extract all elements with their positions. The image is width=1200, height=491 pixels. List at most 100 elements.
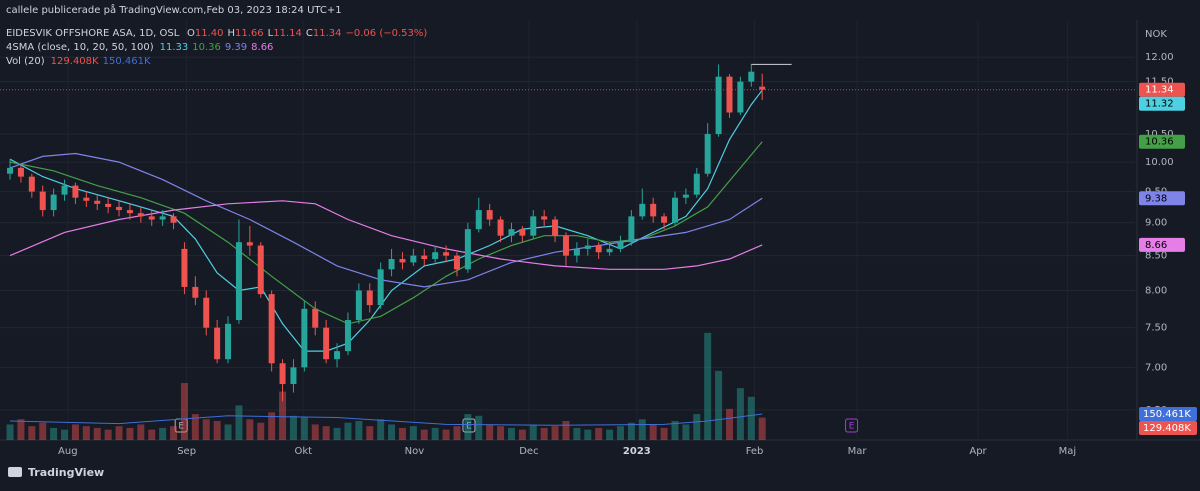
- volume-tag: [1139, 407, 1197, 421]
- candle-body: [344, 320, 351, 352]
- volume-bar: [148, 429, 156, 440]
- candle-body: [72, 185, 79, 198]
- volume-bar: [279, 391, 287, 440]
- x-tick-label: Maj: [1059, 446, 1077, 457]
- volume-bar: [682, 424, 690, 440]
- y-tick-label: 10.00: [1145, 157, 1174, 168]
- ohlc-value: 11.40: [195, 28, 224, 39]
- candle-body: [421, 255, 428, 260]
- volume-bar: [246, 419, 254, 440]
- volume-bar: [638, 419, 646, 440]
- volume-bar: [420, 429, 428, 440]
- volume-bar: [104, 429, 112, 440]
- candle-body: [7, 167, 14, 174]
- volume-bar: [540, 427, 548, 440]
- volume-bar: [606, 429, 614, 440]
- candle-body: [464, 229, 471, 270]
- symbol-legend: EIDESVIK OFFSHORE ASA, 1D, OSL O11.40 H11.…: [6, 28, 427, 39]
- volume-bar: [39, 422, 47, 440]
- volume-bar: [518, 429, 526, 440]
- ohlc-value: 11.66: [235, 28, 264, 39]
- volume-legend: Vol (20) 129.408K 150.461K: [6, 56, 151, 67]
- candle-body: [628, 216, 635, 243]
- symbol-title: EIDESVIK OFFSHORE ASA, 1D, OSL: [6, 28, 180, 39]
- price-tag: [1139, 237, 1185, 252]
- sma-line: [9, 200, 763, 270]
- volume-bar: [355, 420, 363, 440]
- candle-body: [28, 176, 35, 192]
- brand-logo: [8, 467, 22, 477]
- volume-bar: [725, 408, 733, 440]
- earnings-label: E: [849, 422, 855, 432]
- candle-body: [181, 248, 188, 287]
- candle-body: [682, 194, 689, 198]
- x-tick-label: 2023: [623, 446, 651, 457]
- volume-tag-label: 150.461K: [1143, 409, 1191, 420]
- candle-body: [312, 308, 319, 328]
- volume-bar: [671, 420, 679, 440]
- candle-body: [105, 203, 112, 207]
- candle-body: [83, 197, 90, 201]
- price-tag-label: 8.66: [1145, 240, 1167, 251]
- volume-bar: [213, 420, 221, 440]
- x-tick-label: Dec: [519, 446, 538, 457]
- volume-bar: [322, 426, 330, 440]
- ohlc-key: L: [268, 28, 274, 39]
- volume-bar: [616, 426, 624, 440]
- candle-body: [453, 255, 460, 270]
- volume-bar: [715, 370, 723, 440]
- volume-bar: [300, 417, 308, 440]
- volume-bar: [398, 427, 406, 440]
- volume-bar: [6, 424, 14, 440]
- candle-body: [388, 259, 395, 270]
- volume-bar: [115, 426, 123, 440]
- indicator-value: 9.39: [225, 42, 247, 53]
- volume-tag: [1139, 421, 1197, 435]
- ohlc-key: C: [306, 28, 313, 39]
- candle-body: [432, 252, 439, 260]
- candle-body: [94, 200, 101, 204]
- brand: TradingView: [8, 466, 104, 479]
- volume-bar: [235, 405, 243, 440]
- ohlc-value: 11.14: [273, 28, 302, 39]
- volume-bar: [377, 419, 385, 440]
- candle-body: [497, 219, 504, 236]
- volume-bar: [660, 427, 668, 440]
- candle-body: [61, 185, 68, 195]
- candle-body: [116, 206, 123, 211]
- candle-body: [301, 308, 308, 368]
- candle-body: [443, 252, 450, 256]
- volume-name: Vol (20): [6, 56, 45, 67]
- volume-ma: [9, 413, 763, 426]
- price-tag-label: 11.32: [1145, 99, 1174, 110]
- indicator-value: 11.33: [160, 42, 189, 53]
- candle-body: [257, 245, 264, 295]
- candle-body: [170, 216, 177, 223]
- volume-bar: [431, 427, 439, 440]
- volume-bar: [529, 424, 537, 440]
- volume-bar: [704, 332, 712, 440]
- volume-bar: [333, 427, 341, 440]
- candle-body: [737, 81, 744, 113]
- candle-body: [279, 363, 286, 385]
- x-tick-label: Feb: [746, 446, 764, 457]
- candle-body: [508, 229, 515, 236]
- candle-body: [486, 210, 493, 220]
- y-tick-label: 7.00: [1145, 362, 1167, 373]
- volume-bar: [137, 424, 145, 440]
- volume-tag-label: 129.408K: [1143, 423, 1191, 434]
- candle-body: [192, 286, 199, 298]
- y-tick-label: 7.50: [1145, 323, 1167, 334]
- price-tag: [1139, 96, 1185, 111]
- candle-body: [377, 269, 384, 306]
- candle-body: [366, 290, 373, 306]
- candle-body: [159, 216, 166, 220]
- candle-body: [399, 259, 406, 263]
- volume-bar: [464, 414, 472, 440]
- volume-bar: [344, 422, 352, 440]
- volume-value: 129.408K: [51, 56, 99, 67]
- volume-bar: [17, 419, 25, 440]
- candle-body: [334, 351, 341, 360]
- candle-body: [639, 203, 646, 217]
- volume-bar: [191, 414, 199, 440]
